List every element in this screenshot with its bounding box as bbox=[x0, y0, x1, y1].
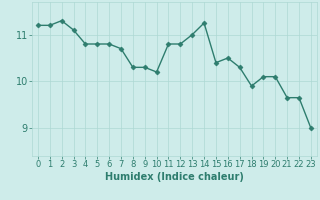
X-axis label: Humidex (Indice chaleur): Humidex (Indice chaleur) bbox=[105, 172, 244, 182]
